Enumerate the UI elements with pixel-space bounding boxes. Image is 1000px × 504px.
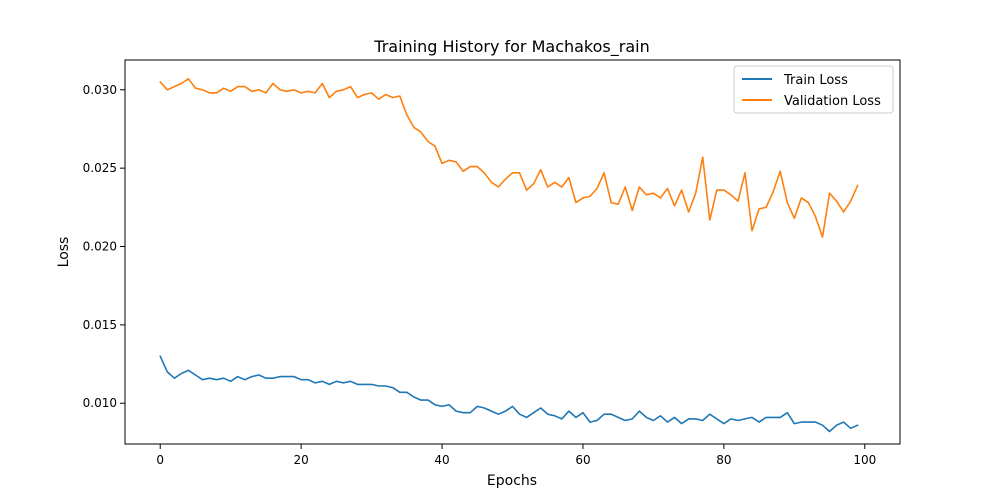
- y-tick-label: 0.020: [83, 240, 117, 254]
- y-tick-label: 0.010: [83, 396, 117, 410]
- chart-title: Training History for Machakos_rain: [373, 37, 649, 57]
- legend: Train Loss Validation Loss: [733, 65, 894, 114]
- series-layer: [159, 78, 859, 433]
- y-tick-label: 0.015: [83, 318, 117, 332]
- y-tick-label: 0.025: [83, 161, 117, 175]
- plot-area: [124, 59, 901, 445]
- y-axis-label: Loss: [56, 237, 72, 268]
- x-tick-label: 40: [434, 453, 449, 467]
- x-tick-label: 0: [156, 453, 164, 467]
- x-tick-label: 100: [853, 453, 876, 467]
- y-tick-label: 0.030: [83, 83, 117, 97]
- series-line-train-loss: [159, 355, 859, 433]
- series-line-validation-loss: [159, 78, 859, 238]
- legend-box: [733, 65, 894, 114]
- x-tick-label: 20: [293, 453, 308, 467]
- x-axis-label: Epochs: [487, 473, 537, 489]
- x-tick-label: 60: [575, 453, 590, 467]
- axes-frame: [124, 59, 901, 445]
- y-axis: 0.010 0.015 0.020 0.025 0.030: [83, 83, 125, 410]
- legend-label: Validation Loss: [784, 94, 881, 109]
- x-tick-label: 80: [716, 453, 731, 467]
- legend-label: Train Loss: [783, 73, 848, 88]
- x-axis: 0 20 40 60 80 100: [156, 444, 876, 467]
